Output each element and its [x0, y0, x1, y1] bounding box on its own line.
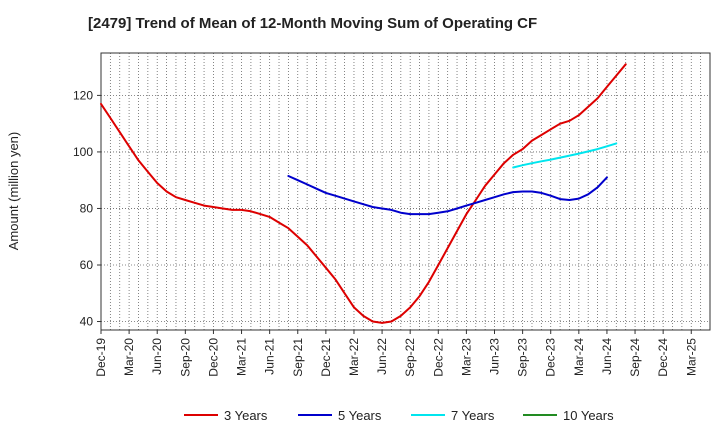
x-tick-label: Sep-20	[178, 338, 192, 377]
series-lines	[100, 63, 627, 324]
x-tick-label: Mar-22	[347, 338, 361, 376]
grid	[101, 53, 710, 330]
x-tick-label: Mar-20	[122, 338, 136, 376]
y-tick-label: 120	[73, 88, 93, 102]
x-tick-label: Dec-22	[431, 338, 445, 377]
x-tick-label: Mar-24	[572, 338, 586, 376]
x-tick-label: Dec-24	[656, 338, 670, 377]
plot-frame	[100, 52, 711, 331]
x-tick-label: Jun-23	[488, 338, 502, 375]
legend-label: 3 Years	[224, 408, 268, 423]
x-tick-label: Jun-21	[263, 338, 277, 375]
legend-label: 10 Years	[563, 408, 614, 423]
x-tick-label: Mar-21	[235, 338, 249, 376]
x-tick-label: Sep-22	[403, 338, 417, 377]
y-tick-label: 80	[80, 201, 94, 215]
x-tick-label: Mar-23	[459, 338, 473, 376]
y-tick-label: 100	[73, 145, 93, 159]
x-tick-label: Dec-19	[94, 338, 108, 377]
chart-title: [2479] Trend of Mean of 12-Month Moving …	[88, 15, 537, 32]
series-line-3-years	[100, 63, 627, 324]
series-line-5-years	[287, 175, 608, 216]
y-ticks: 40 60 80 100 120	[73, 88, 101, 329]
x-tick-label: Sep-23	[516, 338, 530, 377]
x-tick-label: Sep-24	[628, 338, 642, 377]
x-tick-label: Dec-21	[319, 338, 333, 377]
x-tick-label: Jun-20	[150, 338, 164, 375]
x-ticks: Dec-19 Mar-20 Jun-20 Sep-20 Dec-20 Mar-21 Jun-…	[94, 330, 698, 377]
legend-label: 7 Years	[451, 408, 495, 423]
legend: 3 Years 5 Years 7 Years 10 Years	[184, 408, 614, 423]
x-tick-label: Jun-22	[375, 338, 389, 375]
x-tick-label: Jun-24	[600, 338, 614, 375]
y-tick-label: 60	[80, 258, 94, 272]
x-tick-label: Mar-25	[684, 338, 698, 376]
x-tick-label: Dec-20	[206, 338, 220, 377]
legend-label: 5 Years	[338, 408, 382, 423]
series-line-7-years	[512, 142, 618, 169]
x-tick-label: Sep-21	[291, 338, 305, 377]
x-tick-label: Dec-23	[544, 338, 558, 377]
y-tick-label: 40	[80, 315, 94, 329]
y-axis-label: Amount (million yen)	[6, 132, 21, 251]
